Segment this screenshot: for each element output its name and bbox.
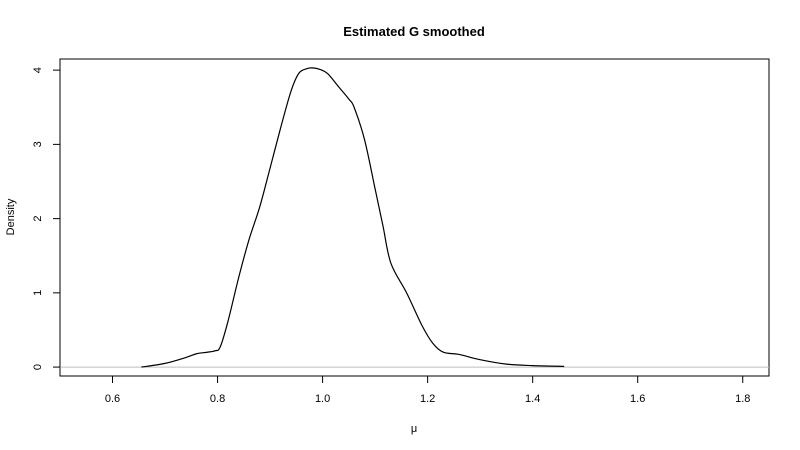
x-tick-label: 1.2	[420, 393, 435, 405]
x-tick-label: 0.6	[105, 393, 120, 405]
x-tick-label: 1.4	[525, 393, 540, 405]
x-tick-label: 0.8	[210, 393, 225, 405]
density-line	[141, 67, 565, 368]
y-tick-label: 3	[32, 141, 44, 147]
y-axis: 0 1 2 3 4	[32, 67, 61, 370]
chart-title: Estimated G smoothed	[343, 24, 485, 39]
y-axis-label: Density	[5, 198, 17, 235]
plot-frame	[59, 58, 770, 377]
y-tick-label: 2	[32, 216, 44, 222]
x-axis-label: μ	[411, 423, 417, 435]
y-tick-label: 4	[32, 67, 44, 73]
x-tick-label: 1.8	[735, 393, 750, 405]
y-tick-label: 1	[32, 290, 44, 296]
y-tick-label: 0	[32, 364, 44, 370]
x-axis: 0.6 0.8 1.0 1.2 1.4 1.6 1.8	[105, 375, 750, 405]
x-tick-label: 1.6	[630, 393, 645, 405]
x-tick-label: 1.0	[315, 393, 330, 405]
